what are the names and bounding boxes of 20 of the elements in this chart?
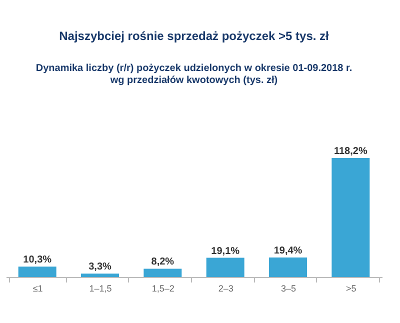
data-label: 3,3% — [88, 262, 112, 273]
bar — [206, 258, 244, 277]
x-tick-label: ≤1 — [32, 284, 43, 294]
bar — [332, 158, 370, 277]
bar — [269, 257, 307, 277]
chart-title: Najszybciej rośnie sprzedaż pożyczek >5 tys. zł — [59, 29, 330, 43]
data-label: 8,2% — [151, 256, 174, 268]
chart-subtitle: Dynamika liczby (r/r) pożyczek udzielonych w okresie 01-09.2018 r. wg przedziałów kwotowych (tys. zł) — [36, 63, 352, 86]
bar — [81, 274, 119, 277]
x-tick-label: >5 — [346, 284, 356, 294]
x-tick-label: 3–5 — [280, 284, 296, 294]
x-tick-label: 2–3 — [218, 284, 234, 294]
x-tick-label: 1–1,5 — [89, 284, 112, 294]
x-tick-label: 1,5–2 — [152, 284, 174, 294]
data-label: 19,4% — [274, 245, 302, 256]
data-label: 19,1% — [211, 246, 240, 257]
bar — [144, 268, 182, 277]
data-label: 118,2% — [334, 146, 368, 157]
data-label: 10,3% — [23, 254, 52, 266]
bar — [18, 266, 56, 277]
